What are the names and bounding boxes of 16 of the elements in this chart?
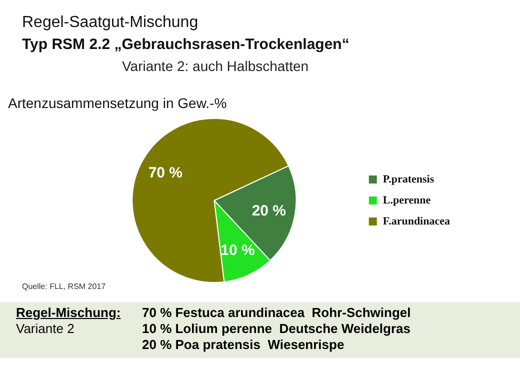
legend-label: P.pratensis xyxy=(382,173,435,186)
text: Artenzusammensetzung in Gew.-% xyxy=(8,95,227,111)
chart-subtitle: Typ RSM 2.2 „Gebrauchsrasen-Trockenlagen“ xyxy=(22,36,350,53)
text: 70 % Festuca arundinacea Rohr-Schwingel xyxy=(142,305,411,320)
data-label: 70 % xyxy=(148,164,183,182)
text: 20 % Poa pratensis Wiesenrispe xyxy=(142,337,344,352)
legend-label: L.perenne xyxy=(382,194,431,206)
data-label: 20 % xyxy=(252,202,286,220)
data-label: 10 % xyxy=(220,242,255,260)
text: Variante 2 xyxy=(16,321,74,336)
text: 10 % Lolium perenne Deutsche Weidelgras xyxy=(142,321,411,336)
chart-title: Regel-Saatgut-Mischung xyxy=(22,14,198,32)
source-note: Quelle: FLL, RSM 2017 xyxy=(22,282,106,291)
text: Variante 2: auch Halbschatten xyxy=(122,58,309,74)
text: Regel-Mischung: xyxy=(16,305,121,320)
legend-label: F.arundinacea xyxy=(382,215,450,228)
